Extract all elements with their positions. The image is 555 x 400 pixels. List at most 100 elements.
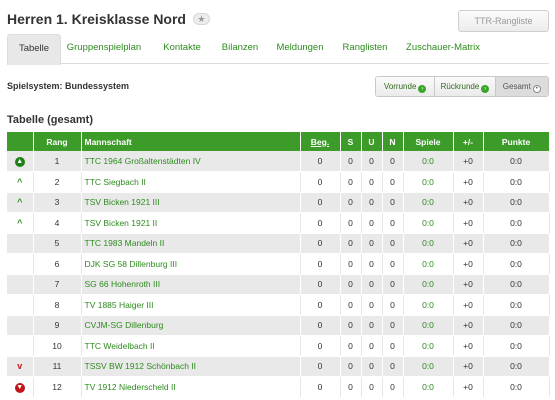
s-cell: 0	[340, 315, 362, 336]
table-row: v 11 TSSV BW 1912 Schönbach II 0 0 0 0 0:0 +0 0:0	[7, 356, 550, 377]
beg-cell: 0	[300, 212, 341, 234]
punkte-cell: 0:0	[483, 151, 550, 172]
punkte-cell: 0:0	[483, 356, 550, 377]
trend-cell: v	[7, 356, 34, 377]
n-cell: 0	[382, 151, 404, 172]
team-link[interactable]: TSSV BW 1912 Schönbach II	[81, 356, 301, 377]
tab-kontakte[interactable]: Kontakte	[163, 42, 201, 53]
gesamt-button[interactable]: Gesamt •	[495, 77, 548, 96]
u-cell: 0	[361, 335, 383, 357]
team-link[interactable]: TV 1885 Haiger III	[81, 294, 301, 316]
star-icon[interactable]: ★	[192, 13, 210, 25]
spiele-link[interactable]: 0:0	[403, 315, 454, 336]
tab-ranglisten[interactable]: Ranglisten	[342, 42, 388, 53]
s-cell: 0	[340, 335, 362, 357]
team-link[interactable]: SG 66 Hohenroth III	[81, 274, 301, 295]
tab-bilanzen[interactable]: Bilanzen	[221, 42, 259, 53]
rang-cell: 5	[33, 233, 82, 254]
col-trend	[7, 132, 34, 151]
diff-cell: +0	[453, 294, 484, 316]
n-cell: 0	[382, 253, 404, 275]
trend-cell	[7, 294, 34, 316]
punkte-cell: 0:0	[483, 294, 550, 316]
trend-cell	[7, 253, 34, 275]
rueckrunde-button[interactable]: Rückrunde ›	[435, 77, 496, 96]
punkte-cell: 0:0	[483, 274, 550, 295]
col-rang: Rang	[33, 132, 82, 151]
tab-bar: Tabelle Gruppenspielplan Kontakte Bilanz…	[7, 34, 549, 65]
relegation-circle-icon: ▼	[14, 382, 25, 393]
n-cell: 0	[382, 294, 404, 316]
arrow-right-icon: ›	[418, 85, 427, 93]
n-cell: 0	[382, 192, 404, 213]
promotion-arrow-icon: ^	[17, 217, 23, 228]
tab-zuschauer-matrix[interactable]: Zuschauer-Matrix	[406, 42, 480, 53]
team-link[interactable]: TTC 1964 Großaltenstädten IV	[81, 151, 301, 172]
spiele-link[interactable]: 0:0	[403, 171, 454, 193]
team-link[interactable]: TTC 1983 Mandeln II	[81, 233, 301, 254]
table-row: ^ 3 TSV Bicken 1921 III 0 0 0 0 0:0 +0 0:0	[7, 192, 550, 213]
beg-cell: 0	[300, 171, 341, 193]
rang-cell: 3	[33, 192, 82, 213]
n-cell: 0	[382, 274, 404, 295]
diff-cell: +0	[453, 376, 484, 398]
s-cell: 0	[340, 233, 362, 254]
spiele-link[interactable]: 0:0	[403, 151, 454, 172]
table-row: 6 DJK SG 58 Dillenburg III 0 0 0 0 0:0 +0 0:0	[7, 253, 550, 275]
spiele-link[interactable]: 0:0	[403, 356, 454, 377]
u-cell: 0	[361, 233, 383, 254]
rueckrunde-label: Rückrunde	[440, 82, 480, 91]
spiele-link[interactable]: 0:0	[403, 294, 454, 316]
trend-cell	[7, 315, 34, 336]
diff-cell: +0	[453, 274, 484, 295]
rang-cell: 4	[33, 212, 82, 234]
table-row: 8 TV 1885 Haiger III 0 0 0 0 0:0 +0 0:0	[7, 294, 550, 316]
spiele-link[interactable]: 0:0	[403, 212, 454, 234]
col-niederlagen: N	[382, 132, 404, 151]
team-link[interactable]: TTC Siegbach II	[81, 171, 301, 193]
spiele-link[interactable]: 0:0	[403, 335, 454, 357]
trend-cell	[7, 274, 34, 295]
spiele-link[interactable]: 0:0	[403, 274, 454, 295]
diff-cell: +0	[453, 253, 484, 275]
vorrunde-button[interactable]: Vorrunde ›	[376, 77, 436, 96]
tab-gruppenspielplan[interactable]: Gruppenspielplan	[66, 42, 142, 53]
team-link[interactable]: TSV Bicken 1921 II	[81, 212, 301, 234]
beg-cell: 0	[300, 356, 341, 377]
team-link[interactable]: DJK SG 58 Dillenburg III	[81, 253, 301, 275]
col-begegnungen[interactable]: Beg.	[300, 132, 341, 151]
relegation-arrow-icon: v	[17, 361, 23, 372]
table-row: 5 TTC 1983 Mandeln II 0 0 0 0 0:0 +0 0:0	[7, 233, 550, 254]
vorrunde-label: Vorrunde	[383, 82, 417, 91]
spiele-link[interactable]: 0:0	[403, 233, 454, 254]
beg-cell: 0	[300, 233, 341, 254]
punkte-cell: 0:0	[483, 192, 550, 213]
diff-cell: +0	[453, 315, 484, 336]
table-row: ^ 2 TTC Siegbach II 0 0 0 0 0:0 +0 0:0	[7, 171, 550, 193]
tab-tabelle[interactable]: Tabelle	[7, 34, 61, 65]
beg-cell: 0	[300, 376, 341, 398]
n-cell: 0	[382, 315, 404, 336]
rang-cell: 1	[33, 151, 82, 172]
standings-table: Rang Mannschaft Beg. S U N Spiele +/- Pu…	[7, 132, 550, 398]
team-link[interactable]: TSV Bicken 1921 III	[81, 192, 301, 213]
spiele-link[interactable]: 0:0	[403, 253, 454, 275]
spiele-link[interactable]: 0:0	[403, 192, 454, 213]
n-cell: 0	[382, 212, 404, 234]
team-link[interactable]: CVJM-SG Dillenburg	[81, 315, 301, 336]
col-differenz: +/-	[453, 132, 484, 151]
col-spiele: Spiele	[403, 132, 454, 151]
punkte-cell: 0:0	[483, 171, 550, 193]
rang-cell: 2	[33, 171, 82, 193]
tab-meldungen[interactable]: Meldungen	[276, 42, 324, 53]
trend-cell: ^	[7, 212, 34, 234]
u-cell: 0	[361, 212, 383, 234]
beg-cell: 0	[300, 315, 341, 336]
diff-cell: +0	[453, 171, 484, 193]
ttr-rangliste-button[interactable]: TTR-Rangliste	[458, 10, 549, 32]
team-link[interactable]: TTC Weidelbach II	[81, 335, 301, 357]
team-link[interactable]: TV 1912 Niederscheld II	[81, 376, 301, 398]
spiele-link[interactable]: 0:0	[403, 376, 454, 398]
s-cell: 0	[340, 212, 362, 234]
diff-cell: +0	[453, 356, 484, 377]
